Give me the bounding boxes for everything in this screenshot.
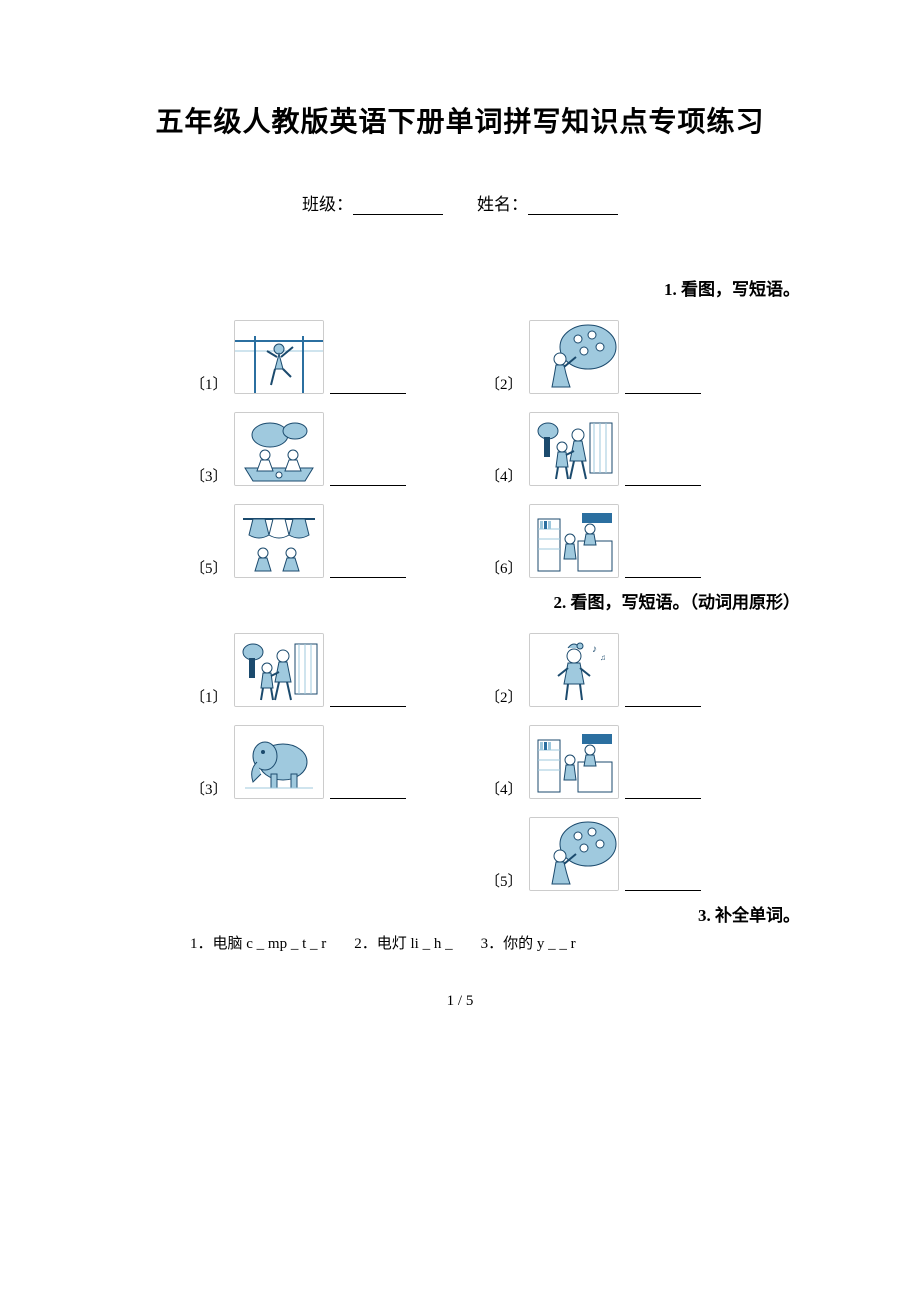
page-footer: 1 / 5 [120, 993, 800, 1010]
s2-num-4: 〔4〕 [485, 778, 523, 799]
pic-walk-2 [234, 633, 324, 707]
class-label: 班级： [302, 195, 353, 214]
s2-blank-1[interactable] [330, 692, 406, 707]
s1-num-2: 〔2〕 [485, 373, 523, 394]
class-blank[interactable] [353, 196, 443, 215]
pic-pick-apples [529, 320, 619, 394]
s2-num-5: 〔5〕 [485, 870, 523, 891]
s2-blank-3[interactable] [330, 784, 406, 799]
pic-library [529, 504, 619, 578]
name-blank[interactable] [528, 196, 618, 215]
s1-item-2: 〔2〕 [485, 320, 750, 394]
s1-item-5: 〔5〕 [190, 504, 455, 578]
pic-shopping [234, 504, 324, 578]
s1-blank-4[interactable] [625, 471, 701, 486]
s2-blank-4[interactable] [625, 784, 701, 799]
s2-empty [190, 817, 455, 891]
s2-num-1: 〔1〕 [190, 686, 228, 707]
s1-num-3: 〔3〕 [190, 465, 228, 486]
s1-item-4: 〔4〕 [485, 412, 750, 486]
s1-blank-1[interactable] [330, 379, 406, 394]
pic-picnic [234, 412, 324, 486]
meta-row: 班级： 姓名： [120, 190, 800, 215]
page-title: 五年级人教版英语下册单词拼写知识点专项练习 [120, 100, 800, 140]
s2-item-1: 〔1〕 [190, 633, 455, 707]
s3-item-3: 3．你的 y _ _ r [481, 932, 576, 953]
section1-grid: 〔1〕 〔2〕 [190, 320, 750, 578]
s1-num-4: 〔4〕 [485, 465, 523, 486]
s1-num-6: 〔6〕 [485, 557, 523, 578]
s2-item-4: 〔4〕 [485, 725, 750, 799]
s2-item-5: 〔5〕 [485, 817, 750, 891]
s2-item-2: 〔2〕 ♪ ♫ [485, 633, 750, 707]
s1-num-5: 〔5〕 [190, 557, 228, 578]
s2-blank-5[interactable] [625, 876, 701, 891]
s2-num-2: 〔2〕 [485, 686, 523, 707]
section3-heading: 3. 补全单词。 [120, 901, 800, 926]
section2-grid: 〔1〕 [190, 633, 750, 891]
s1-blank-2[interactable] [625, 379, 701, 394]
s3-item-1: 1．电脑 c _ mp _ t _ r [190, 932, 326, 953]
s1-item-6: 〔6〕 [485, 504, 750, 578]
svg-text:♫: ♫ [600, 653, 606, 662]
s2-blank-2[interactable] [625, 692, 701, 707]
pic-elephant [234, 725, 324, 799]
pic-pick-apples-2 [529, 817, 619, 891]
s1-blank-5[interactable] [330, 563, 406, 578]
s2-item-3: 〔3〕 [190, 725, 455, 799]
s1-blank-6[interactable] [625, 563, 701, 578]
name-label: 姓名： [477, 195, 528, 214]
pic-sing: ♪ ♫ [529, 633, 619, 707]
s1-item-1: 〔1〕 [190, 320, 455, 394]
svg-text:♪: ♪ [592, 644, 597, 655]
s1-num-1: 〔1〕 [190, 373, 228, 394]
s1-blank-3[interactable] [330, 471, 406, 486]
pic-ballet [234, 320, 324, 394]
pic-walk [529, 412, 619, 486]
section2-heading: 2. 看图，写短语。（动词用原形） [120, 588, 800, 613]
pic-library-2 [529, 725, 619, 799]
section3-line: 1．电脑 c _ mp _ t _ r 2．电灯 li _ h _ 3．你的 y… [190, 932, 800, 953]
s1-item-3: 〔3〕 [190, 412, 455, 486]
s2-num-3: 〔3〕 [190, 778, 228, 799]
s3-item-2: 2．电灯 li _ h _ [354, 932, 452, 953]
section1-heading: 1. 看图，写短语。 [120, 275, 800, 300]
section3: 3. 补全单词。 1．电脑 c _ mp _ t _ r 2．电灯 li _ h… [120, 901, 800, 953]
